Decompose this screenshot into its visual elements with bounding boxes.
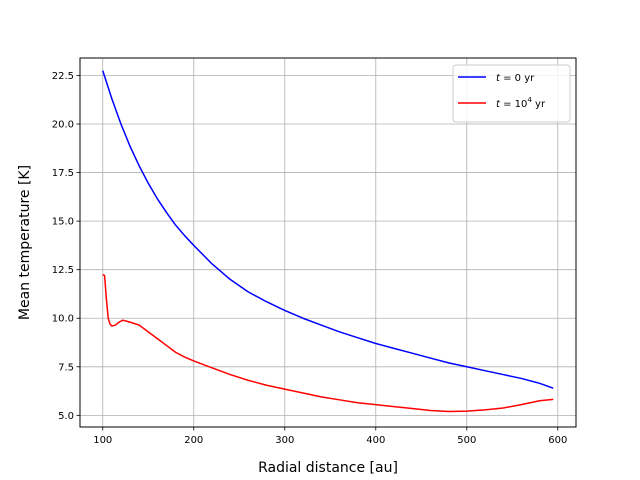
- x-tick-label: 100: [93, 435, 112, 446]
- y-tick-label: 22.5: [52, 71, 74, 82]
- y-tick-label: 7.5: [58, 362, 74, 373]
- legend-box: [452, 64, 571, 123]
- plot-frame: [79, 57, 577, 428]
- y-tick-label: 20.0: [52, 120, 74, 131]
- x-tick-label: 200: [184, 435, 203, 446]
- series-line-0: [102, 70, 554, 389]
- x-tick-label: 400: [366, 435, 385, 446]
- y-axis-label: Mean temperature [K]: [17, 165, 33, 320]
- y-tick-label: 17.5: [52, 168, 74, 179]
- x-tick-label: 600: [548, 435, 567, 446]
- y-tick-label: 5.0: [58, 411, 74, 422]
- x-tick-label: 500: [457, 435, 476, 446]
- x-axis-label: Radial distance [au]: [258, 460, 398, 476]
- y-tick-label: 15.0: [52, 217, 74, 228]
- series-layer: [102, 70, 554, 413]
- ticks: 100 200 300 400 500 600 5.0 7.5 10.0 12.5 15.0 17.5…: [52, 71, 568, 446]
- y-tick-label: 10.0: [52, 314, 74, 325]
- x-tick-label: 300: [275, 435, 294, 446]
- legend-label-1: t = 104 yr: [496, 96, 546, 110]
- grid: [80, 58, 576, 427]
- series-line-1: [102, 273, 554, 413]
- legend-label-0: t = 0 yr: [496, 73, 535, 84]
- y-tick-label: 12.5: [52, 265, 74, 276]
- legend: t = 0 yr t = 104 yr: [452, 64, 571, 123]
